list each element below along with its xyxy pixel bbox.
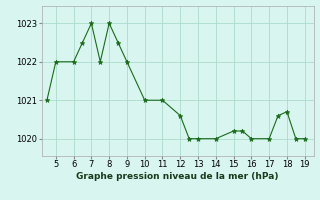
X-axis label: Graphe pression niveau de la mer (hPa): Graphe pression niveau de la mer (hPa) xyxy=(76,172,279,181)
